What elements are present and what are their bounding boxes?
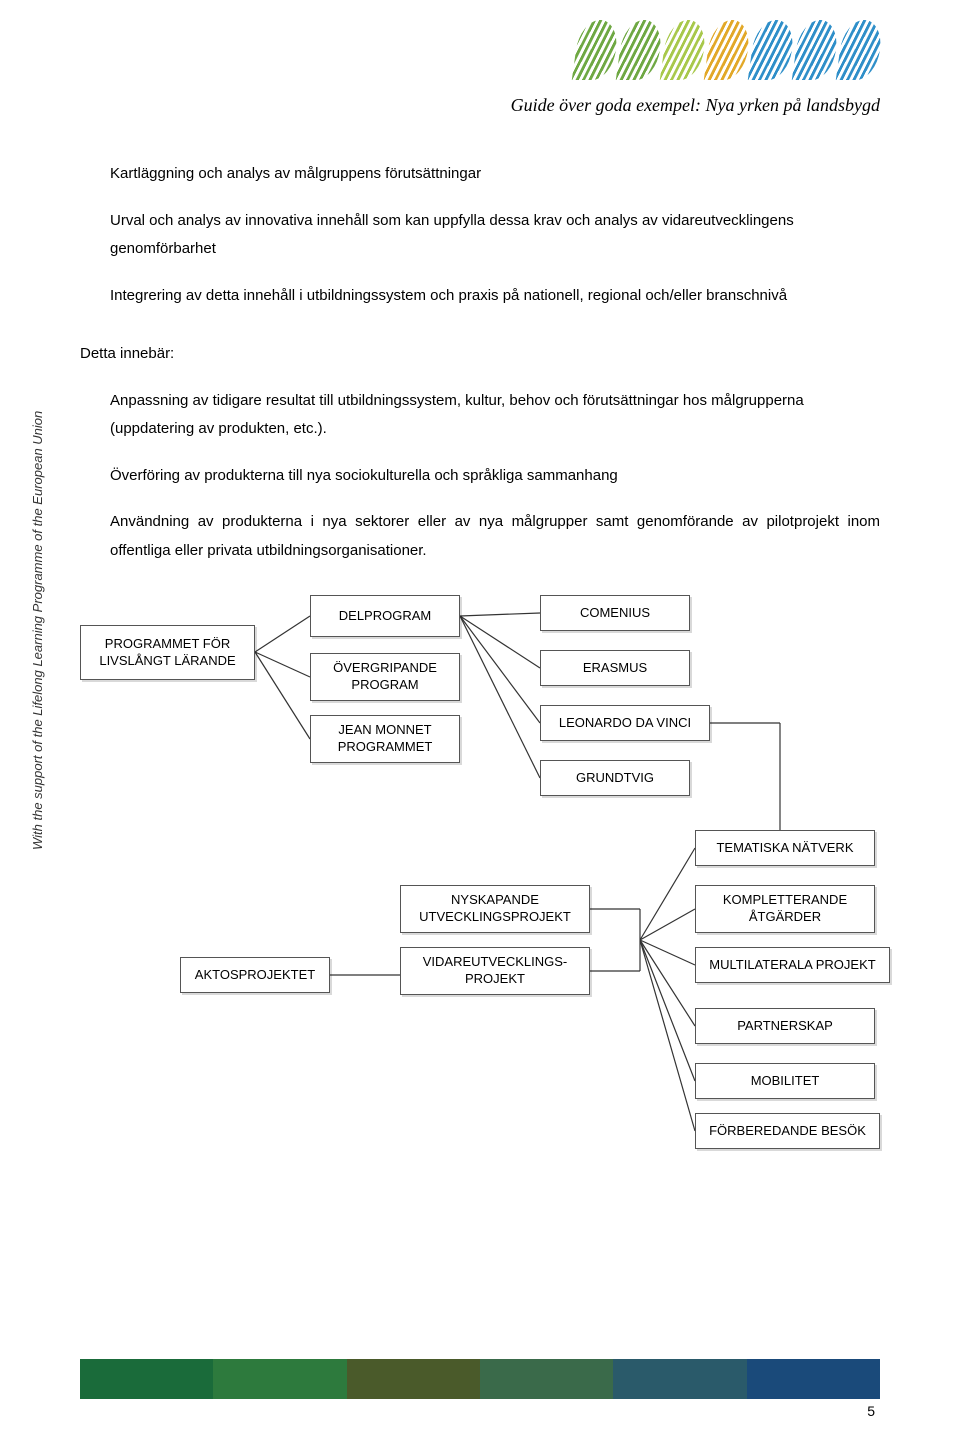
footer-segment	[213, 1359, 346, 1399]
diagram-box-jeanmonnet: JEAN MONNETPROGRAMMET	[310, 715, 460, 763]
feather-icon	[836, 20, 884, 80]
heading: Detta innebär:	[80, 340, 880, 369]
feather-icon	[704, 20, 752, 80]
para-4: Anpassning av tidigare resultat till utb…	[80, 387, 880, 444]
diagram-box-vidareutveck: VIDAREUTVECKLINGS-PROJEKT	[400, 947, 590, 995]
feather-icon	[660, 20, 708, 80]
page-number: 5	[867, 1403, 875, 1419]
diagram-box-nyskapande: NYSKAPANDEUTVECKLINGSPROJEKT	[400, 885, 590, 933]
diagram-box-partnerskap: PARTNERSKAP	[695, 1008, 875, 1044]
diagram-box-delprogram: DELPROGRAM	[310, 595, 460, 637]
para-2: Urval och analys av innovativa innehåll …	[80, 207, 880, 264]
diagram-box-root: PROGRAMMET FÖRLIVSLÅNGT LÄRANDE	[80, 625, 255, 680]
page: Guide över goda exempel: Nya yrken på la…	[0, 0, 960, 1439]
diagram-box-erasmus: ERASMUS	[540, 650, 690, 686]
feather-icon	[616, 20, 664, 80]
diagram-box-leonardo: LEONARDO DA VINCI	[540, 705, 710, 741]
diagram-box-forberedande: FÖRBEREDANDE BESÖK	[695, 1113, 880, 1149]
diagram-box-aktos: AKTOSPROJEKTET	[180, 957, 330, 993]
para-3: Integrering av detta innehåll i utbildni…	[80, 282, 880, 311]
content: Kartläggning och analys av målgruppens f…	[80, 160, 880, 1175]
diagram-box-grundtvig: GRUNDTVIG	[540, 760, 690, 796]
footer-segment	[480, 1359, 613, 1399]
diagram-box-comenius: COMENIUS	[540, 595, 690, 631]
flowchart-diagram: PROGRAMMET FÖRLIVSLÅNGT LÄRANDE DELPROGRA…	[80, 595, 880, 1175]
diagram-box-overgripande: ÖVERGRIPANDEPROGRAM	[310, 653, 460, 701]
diagram-box-multilaterala: MULTILATERALA PROJEKT	[695, 947, 890, 983]
footer-segment	[347, 1359, 480, 1399]
para-1: Kartläggning och analys av målgruppens f…	[80, 160, 880, 189]
footer-banner	[80, 1359, 880, 1399]
para-5: Överföring av produkterna till nya socio…	[80, 462, 880, 491]
feather-icon	[572, 20, 620, 80]
diagram-box-kompletterande: KOMPLETTERANDEÅTGÄRDER	[695, 885, 875, 933]
header-title: Guide över goda exempel: Nya yrken på la…	[511, 95, 880, 116]
feather-icon	[748, 20, 796, 80]
footer-segment	[80, 1359, 213, 1399]
diagram-box-tematiska: TEMATISKA NÄTVERK	[695, 830, 875, 866]
footer-segment	[747, 1359, 880, 1399]
footer-segment	[613, 1359, 746, 1399]
feather-icon	[792, 20, 840, 80]
diagram-box-mobilitet: MOBILITET	[695, 1063, 875, 1099]
header-logo	[576, 20, 880, 80]
sidebar-credit: With the support of the Lifelong Learnin…	[30, 411, 45, 850]
para-6: Användning av produkterna i nya sektorer…	[80, 508, 880, 565]
